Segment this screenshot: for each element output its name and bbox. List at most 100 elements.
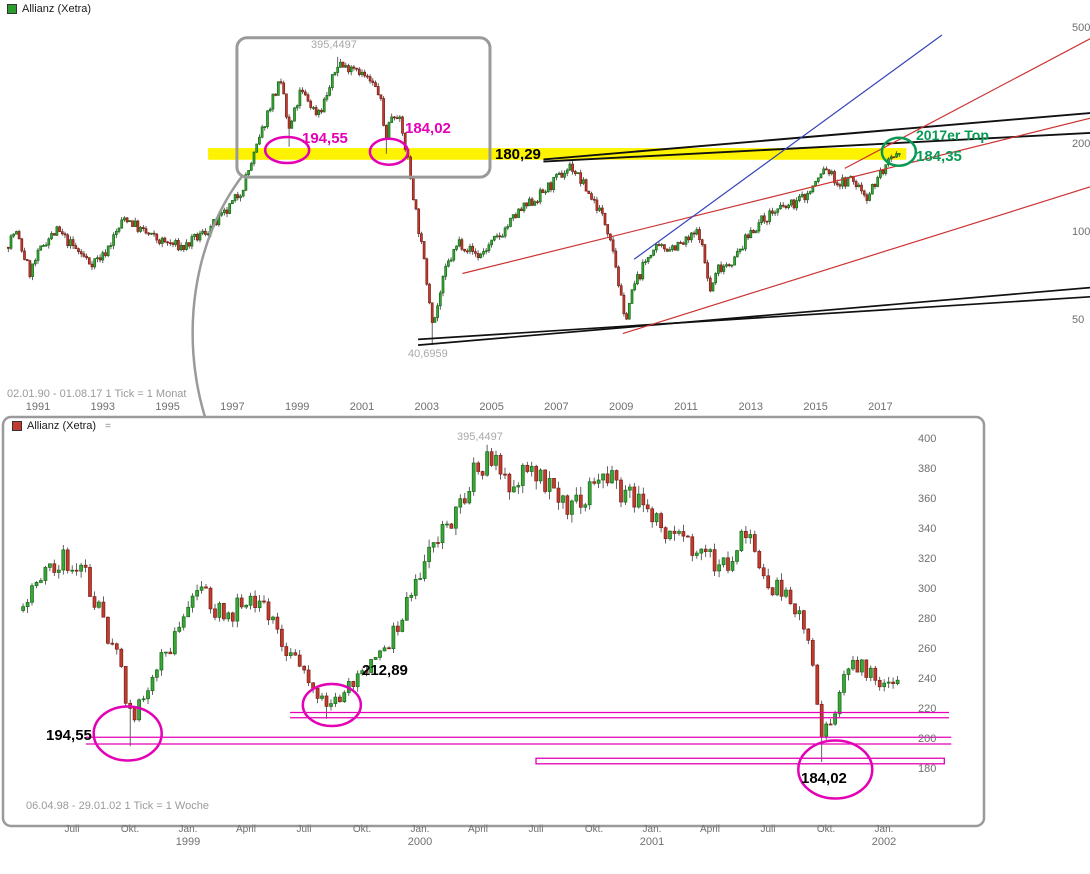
top-chart-band-layer — [208, 148, 907, 160]
candle-body — [306, 94, 310, 102]
candle-body — [582, 179, 585, 184]
candle-body — [241, 189, 245, 197]
candle-body — [330, 74, 334, 88]
candle-body — [66, 234, 70, 247]
candle-body — [371, 80, 375, 83]
candle-body — [494, 454, 498, 466]
candle-body — [179, 244, 183, 251]
candle-body — [811, 185, 815, 193]
candle-body — [775, 579, 779, 596]
candle-body — [28, 260, 32, 277]
axis-tick-label: 100 — [1072, 226, 1090, 238]
trendline — [462, 117, 1090, 275]
annotation-circle — [368, 137, 410, 166]
candle-body — [309, 100, 313, 108]
axis-tick-label: Jan. — [643, 824, 662, 835]
candle-body — [781, 204, 785, 207]
candle-body — [868, 193, 871, 201]
candle-body — [467, 491, 472, 504]
candle-body — [768, 210, 772, 222]
candle-body — [428, 283, 431, 304]
legend-marker-icon — [7, 4, 17, 14]
candle-body — [244, 604, 249, 608]
candle-body — [239, 597, 244, 608]
candle-body — [430, 302, 434, 323]
axis-tick-label: 2001 — [640, 836, 664, 848]
candle-body — [668, 530, 672, 540]
candle-body — [617, 266, 620, 287]
candle-body — [828, 723, 833, 726]
candle-body — [117, 227, 121, 232]
candle-body — [544, 191, 547, 194]
candle-body — [320, 109, 323, 113]
candle-body — [571, 163, 574, 172]
candle-body — [825, 168, 828, 171]
candle-body — [727, 264, 731, 266]
candle-body — [471, 462, 476, 492]
candle-body — [485, 451, 489, 476]
candle-body — [877, 679, 882, 688]
candle-body — [552, 478, 556, 489]
axis-tick-label: 50 — [1072, 314, 1084, 326]
candle-body — [810, 640, 815, 666]
axis-tick-label: 2003 — [415, 401, 439, 413]
candle-body — [373, 657, 378, 660]
candle-body — [814, 181, 817, 187]
candle-body — [482, 251, 485, 255]
candle-body — [650, 508, 655, 523]
candle-body — [133, 220, 137, 227]
candle-body — [338, 696, 342, 703]
candle-body — [174, 240, 178, 245]
inset-date-range-label: 06.04.98 - 29.01.02 1 Tick = 1 Woche — [26, 800, 209, 812]
candle-body — [204, 230, 207, 235]
candle-body — [862, 190, 866, 196]
candle-body — [557, 172, 561, 175]
candle-body — [592, 481, 597, 484]
candle-body — [565, 495, 570, 515]
candle-body — [891, 681, 895, 684]
legend-collapse-icon[interactable]: = — [105, 420, 111, 432]
candle-body — [665, 248, 669, 252]
candle-body — [274, 93, 277, 96]
candle-body — [369, 659, 373, 673]
candle-body — [436, 305, 439, 319]
top-date-range-label: 02.01.90 - 01.08.17 1 Tick = 1 Monat — [7, 388, 187, 400]
candle-body — [561, 495, 565, 503]
candle-body — [106, 616, 110, 644]
candle-body — [452, 249, 456, 261]
candle-body — [744, 530, 748, 539]
axis-tick-label: Jan. — [179, 824, 198, 835]
candle-body — [347, 65, 350, 73]
annotation-circle — [301, 682, 363, 728]
candle-body — [225, 209, 229, 214]
candle-body — [574, 494, 579, 502]
axis-tick-label: 2001 — [350, 401, 374, 413]
candle-body — [706, 262, 709, 279]
candle-body — [584, 179, 588, 192]
candle-body — [641, 493, 646, 506]
candle-body — [449, 523, 454, 529]
candle-body — [364, 670, 369, 673]
annotation-circle — [797, 739, 874, 800]
candle-body — [395, 117, 399, 120]
trendline — [622, 186, 1090, 335]
candle-body — [770, 587, 775, 596]
candle-body — [471, 245, 475, 252]
candle-body — [137, 699, 141, 721]
axis-tick-label: 2015 — [803, 401, 827, 413]
candle-body — [101, 252, 105, 261]
candle-body — [835, 182, 839, 186]
candle-body — [411, 178, 415, 201]
axis-tick-label: 320 — [918, 553, 936, 565]
inset-panel-frame — [1, 415, 986, 828]
axis-tick-label: 360 — [918, 493, 936, 505]
candle-body — [837, 692, 842, 715]
candle-body — [236, 194, 240, 199]
candle-body — [748, 534, 753, 539]
candle-body — [301, 89, 304, 93]
inset-low-label-212: 212,89 — [362, 662, 408, 679]
candle-body — [213, 608, 217, 618]
candle-body — [132, 708, 137, 721]
candle-body — [520, 464, 525, 486]
